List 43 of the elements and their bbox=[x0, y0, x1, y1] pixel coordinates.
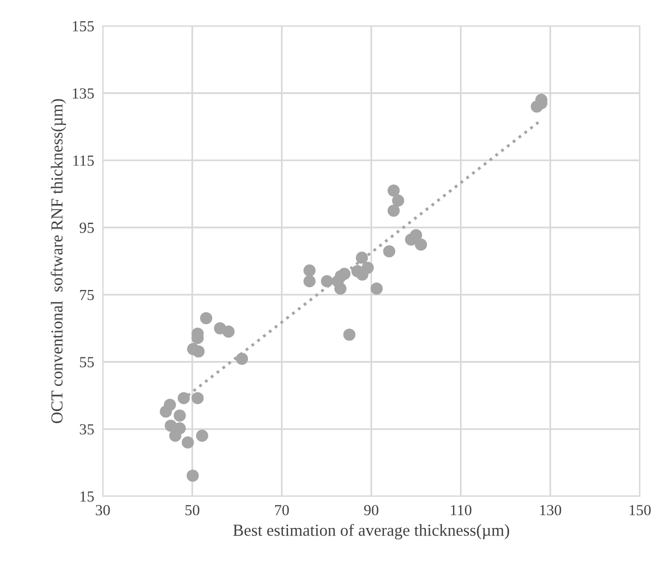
point bbox=[388, 184, 400, 197]
y-tick-label: 155 bbox=[72, 21, 94, 32]
y-tick-label: 75 bbox=[80, 290, 94, 300]
point bbox=[388, 204, 400, 217]
point bbox=[186, 470, 199, 482]
y-axis-title: OCT conventional software RNF thickness(µm) bbox=[50, 99, 66, 424]
point bbox=[196, 430, 208, 442]
point bbox=[334, 282, 346, 295]
x-tick-label: 50 bbox=[186, 504, 200, 516]
x-tick-label: 150 bbox=[630, 504, 651, 516]
y-tick-label: 115 bbox=[73, 156, 94, 166]
point bbox=[182, 436, 194, 449]
point bbox=[392, 194, 404, 207]
point bbox=[370, 282, 383, 295]
point bbox=[160, 406, 172, 418]
point bbox=[192, 392, 204, 404]
x-tick-label: 130 bbox=[540, 504, 562, 516]
x-tick-label: 70 bbox=[275, 504, 289, 516]
y-tick-label: 135 bbox=[72, 88, 94, 99]
point bbox=[334, 270, 347, 282]
y-tick-label: 15 bbox=[80, 491, 94, 502]
point bbox=[192, 345, 205, 358]
point bbox=[343, 328, 356, 341]
point bbox=[410, 229, 422, 242]
point bbox=[356, 252, 368, 264]
point bbox=[414, 238, 428, 251]
point bbox=[236, 352, 248, 365]
point bbox=[303, 275, 316, 288]
point bbox=[169, 430, 182, 442]
x-tick-label: 90 bbox=[364, 504, 378, 516]
x-tick-label: 30 bbox=[96, 504, 110, 516]
point bbox=[200, 312, 212, 324]
y-tick-label: 35 bbox=[80, 424, 94, 434]
y-tick-label: 55 bbox=[80, 357, 94, 368]
point bbox=[178, 392, 190, 404]
x-axis-title: Best estimation of average thickness(µm) bbox=[233, 524, 510, 540]
point bbox=[303, 264, 316, 277]
y-tick-label: 95 bbox=[80, 222, 94, 233]
point bbox=[174, 410, 186, 422]
x-tick-label: 110 bbox=[450, 504, 472, 516]
point bbox=[320, 275, 334, 288]
point bbox=[222, 326, 235, 338]
point bbox=[383, 245, 396, 258]
